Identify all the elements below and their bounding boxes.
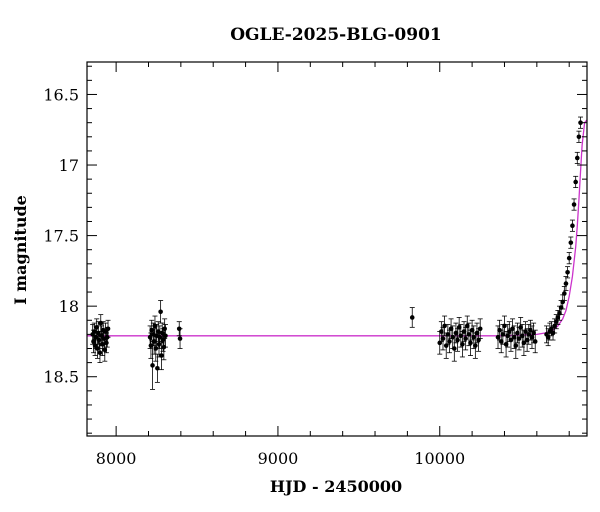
plot-area xyxy=(87,116,588,390)
data-point xyxy=(448,318,454,340)
data-point xyxy=(571,198,577,211)
x-axis-label: HJD - 2450000 xyxy=(270,477,402,496)
data-point xyxy=(511,325,517,349)
y-axis-label: I magnitude xyxy=(11,195,30,305)
y-tick-label: 16.5 xyxy=(43,85,79,104)
data-point xyxy=(568,236,574,249)
data-point xyxy=(158,300,164,324)
data-point xyxy=(573,175,579,189)
data-point xyxy=(456,317,462,338)
data-point xyxy=(99,332,105,356)
data-point xyxy=(409,307,415,328)
data-point xyxy=(455,328,461,352)
data-point xyxy=(532,329,538,354)
data-point xyxy=(576,130,582,143)
data-point xyxy=(566,252,572,265)
x-tick-label: 8000 xyxy=(96,449,137,468)
model-curve xyxy=(87,119,588,337)
y-tick-label: 18 xyxy=(59,297,79,316)
data-point xyxy=(467,329,473,356)
y-tick-label: 18.5 xyxy=(43,368,79,387)
data-point xyxy=(518,317,524,338)
data-point xyxy=(157,325,163,349)
data-point xyxy=(177,328,183,349)
data-point xyxy=(569,219,575,232)
data-point xyxy=(574,151,580,165)
data-point xyxy=(565,266,571,279)
data-point xyxy=(561,285,567,301)
x-tick-label: 9000 xyxy=(258,449,299,468)
data-point xyxy=(578,116,584,129)
y-tick-label: 17.5 xyxy=(43,227,79,246)
data-point xyxy=(477,318,483,340)
data-point xyxy=(526,324,532,345)
data-point xyxy=(459,331,465,358)
axis-ticks: 8000 9000 10000 16.5 17 17.5 18 18.5 xyxy=(43,62,587,468)
y-tick-label: 17 xyxy=(59,156,79,175)
data-point xyxy=(505,324,511,348)
data-point xyxy=(451,335,457,362)
x-tick-label: 10000 xyxy=(414,449,465,468)
data-point xyxy=(97,342,103,364)
data-point xyxy=(472,332,478,359)
data-point xyxy=(105,319,111,338)
data-point xyxy=(162,324,168,348)
chart-title: OGLE-2025-BLG-0901 xyxy=(230,25,442,45)
plot-frame xyxy=(86,61,588,437)
